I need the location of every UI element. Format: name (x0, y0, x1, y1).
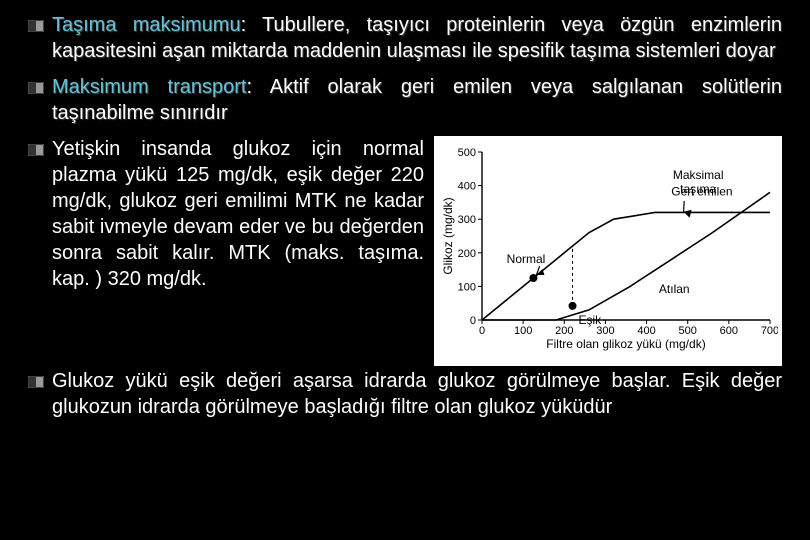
bullet-icon (28, 376, 46, 388)
svg-text:500: 500 (679, 325, 697, 337)
svg-text:200: 200 (555, 325, 573, 337)
term-tasima-maksimumu: Taşıma maksimumu (52, 14, 241, 36)
svg-text:Filtre olan glikoz yükü (mg/dk: Filtre olan glikoz yükü (mg/dk) (546, 337, 705, 351)
paragraph-3-wrap: Yetişkin insanda glukoz için normal plaz… (28, 136, 424, 292)
svg-text:500: 500 (458, 147, 476, 159)
svg-text:0: 0 (479, 325, 485, 337)
svg-text:400: 400 (637, 325, 655, 337)
paragraph-4: Glukoz yükü eşik değeri aşarsa idrarda g… (52, 368, 782, 420)
svg-text:600: 600 (720, 325, 738, 337)
text-chart-row: Yetişkin insanda glukoz için normal plaz… (28, 136, 782, 366)
svg-text:100: 100 (458, 281, 476, 293)
slide: Taşıma maksimumu: Tubullere, taşıyıcı pr… (0, 0, 810, 540)
svg-text:Atılan: Atılan (659, 282, 690, 296)
svg-text:taşıma: taşıma (680, 182, 716, 196)
bullet-icon (28, 20, 46, 32)
bullet-1-text: Taşıma maksimumu: Tubullere, taşıyıcı pr… (52, 12, 782, 64)
svg-text:100: 100 (514, 325, 532, 337)
bullet-4: Glukoz yükü eşik değeri aşarsa idrarda g… (28, 368, 782, 420)
svg-text:0: 0 (470, 315, 476, 327)
svg-text:200: 200 (458, 248, 476, 260)
svg-text:700: 700 (761, 325, 778, 337)
bullet-2-text: Maksimum transport: Aktif olarak geri em… (52, 74, 782, 126)
svg-text:Eşik: Eşik (579, 313, 603, 327)
glucose-chart: 01002003004005006007000100200300400500Fi… (434, 136, 782, 366)
svg-text:Maksimal: Maksimal (673, 168, 724, 182)
bullet-2: Maksimum transport: Aktif olarak geri em… (28, 74, 782, 126)
bullet-1: Taşıma maksimumu: Tubullere, taşıyıcı pr… (28, 12, 782, 64)
svg-text:Glikoz (mg/dk): Glikoz (mg/dk) (441, 197, 455, 274)
bullet-icon (28, 82, 46, 94)
svg-text:400: 400 (458, 181, 476, 193)
paragraph-3: Yetişkin insanda glukoz için normal plaz… (52, 136, 424, 292)
svg-text:300: 300 (458, 214, 476, 226)
bullet-icon (28, 144, 46, 156)
svg-text:Normal: Normal (507, 252, 546, 266)
term-maksimum-transport: Maksimum transport (52, 76, 246, 98)
